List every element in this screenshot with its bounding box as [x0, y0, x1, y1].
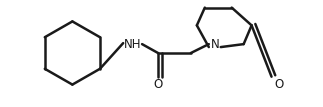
Text: N: N	[210, 38, 219, 51]
Text: O: O	[275, 78, 284, 91]
Text: O: O	[153, 78, 163, 91]
Text: NH: NH	[124, 38, 142, 51]
